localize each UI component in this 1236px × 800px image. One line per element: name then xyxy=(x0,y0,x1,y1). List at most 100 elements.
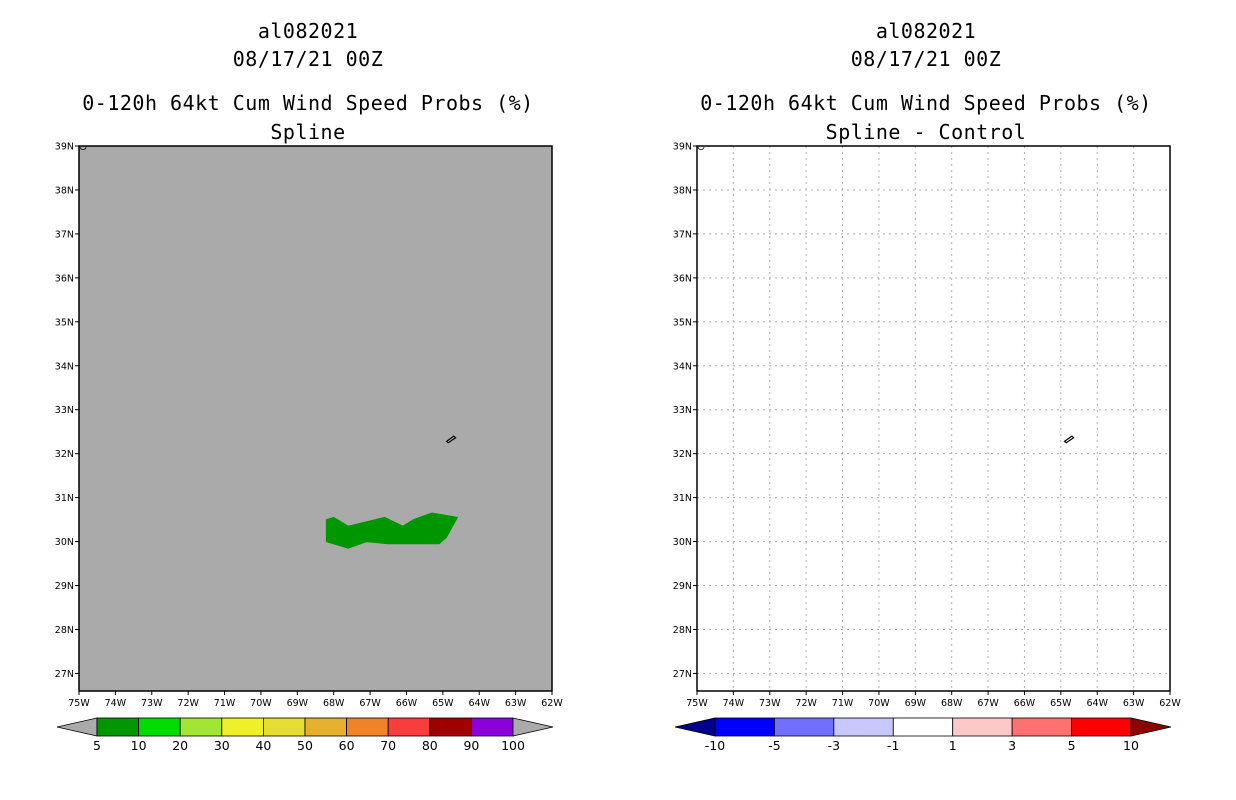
right-colorbar-box xyxy=(714,717,775,737)
left-ytick-label: 27N xyxy=(55,669,74,680)
right-ytick-label: 27N xyxy=(673,669,692,680)
right-xtick-label: 62W xyxy=(1159,698,1181,709)
right-map-background xyxy=(697,146,1170,691)
left-bermuda-outline xyxy=(445,435,457,444)
left-colorbar-label: 100 xyxy=(501,738,525,753)
right-xtick-label: 74W xyxy=(723,698,745,709)
left-probability-region-5-10 xyxy=(325,512,459,549)
left-xtick-label: 66W xyxy=(396,698,418,709)
map-corner-marker xyxy=(697,146,705,150)
left-colorbar-box xyxy=(138,717,181,737)
right-colorbar: -10 -5 -3 -1 1 3 5 10 xyxy=(674,717,1172,753)
right-colorbar-box xyxy=(892,717,954,737)
left-colorbar-box xyxy=(221,717,264,737)
left-ytick-label: 30N xyxy=(55,537,74,548)
left-colorbar-box xyxy=(470,717,514,737)
right-colorbar-label: 1 xyxy=(949,738,957,753)
right-map-frame xyxy=(696,145,1171,692)
right-ytick-label: 31N xyxy=(673,493,692,504)
left-ytick-label: 38N xyxy=(55,185,74,196)
left-colorbar-label: 30 xyxy=(214,738,230,753)
map-corner-marker xyxy=(79,146,87,150)
right-xtick-label: 65W xyxy=(1050,698,1072,709)
left-xtick-label: 68W xyxy=(323,698,345,709)
left-colorbar-box xyxy=(179,717,223,737)
left-xtick-label: 65W xyxy=(432,698,454,709)
left-ytick-label: 35N xyxy=(55,317,74,328)
left-title-method: Spline xyxy=(270,120,346,144)
right-title-product: 0-120h 64kt Cum Wind Speed Probs (%) xyxy=(700,91,1152,115)
right-ytick-label: 30N xyxy=(673,537,692,548)
right-colorbar-label: -3 xyxy=(828,738,840,753)
right-ytick-label: 28N xyxy=(673,625,692,636)
left-colorbar-end-left xyxy=(56,717,98,737)
left-colorbar-end-right xyxy=(512,717,554,737)
right-xtick-label: 63W xyxy=(1123,698,1145,709)
left-xtick-label: 69W xyxy=(287,698,309,709)
left-map-background xyxy=(79,146,552,691)
left-colorbar-box xyxy=(346,717,389,737)
left-ytick-label: 36N xyxy=(55,273,74,284)
left-map-frame xyxy=(78,145,553,692)
right-xtick-label: 67W xyxy=(977,698,999,709)
right-colorbar-box xyxy=(774,717,835,737)
right-xtick-label: 68W xyxy=(941,698,963,709)
right-map-panel: 75W 74W 73W 72W 71W 70W 69W 68W 67W 66W 65W 64W 63W 6… xyxy=(673,142,1182,754)
left-title-storm: al082021 xyxy=(257,19,359,43)
right-colorbar-box xyxy=(1011,717,1072,737)
right-xtick-label: 69W xyxy=(905,698,927,709)
right-xtick-label: 75W xyxy=(686,698,708,709)
left-ytick-label: 32N xyxy=(55,449,74,460)
left-colorbar-label: 20 xyxy=(172,738,188,753)
left-xtick-label: 73W xyxy=(141,698,163,709)
right-title-date: 08/17/21 00Z xyxy=(850,47,1002,71)
left-colorbar-label: 40 xyxy=(255,738,271,753)
right-xtick-label: 64W xyxy=(1086,698,1108,709)
right-ytick-label: 33N xyxy=(673,405,692,416)
left-xtick-label: 72W xyxy=(177,698,199,709)
left-xtick-label: 75W xyxy=(68,698,90,709)
right-xtick-label: 66W xyxy=(1014,698,1036,709)
left-colorbar-label: 70 xyxy=(380,738,396,753)
left-colorbar-label: 80 xyxy=(422,738,438,753)
left-map-panel: 75W 74W 73W 72W 71W 70W 69W 68W 67W 66W 65W 64W 63W 6… xyxy=(55,142,564,754)
right-xtick-label: 70W xyxy=(868,698,890,709)
left-colorbar-box xyxy=(262,717,306,737)
right-colorbar-label: 10 xyxy=(1123,738,1139,753)
left-title-date: 08/17/21 00Z xyxy=(232,47,384,71)
right-ytick-label: 38N xyxy=(673,185,692,196)
right-title-storm: al082021 xyxy=(875,19,977,43)
left-colorbar-box xyxy=(387,717,431,737)
left-xtick-label: 74W xyxy=(105,698,127,709)
left-colorbar-label: 5 xyxy=(93,738,101,753)
right-colorbar-end-left xyxy=(674,717,716,737)
left-ytick-label: 33N xyxy=(55,405,74,416)
left-xtick-label: 62W xyxy=(541,698,563,709)
left-colorbar: 5 10 20 30 40 50 60 70 80 90 100 xyxy=(56,717,554,753)
left-title-product: 0-120h 64kt Cum Wind Speed Probs (%) xyxy=(82,91,534,115)
left-ytick-label: 39N xyxy=(55,142,74,153)
left-ytick-label: 29N xyxy=(55,581,74,592)
right-colorbar-label: -5 xyxy=(768,738,780,753)
right-colorbar-label: 5 xyxy=(1068,738,1076,753)
left-ytick-label: 37N xyxy=(55,229,74,240)
right-ytick-label: 32N xyxy=(673,449,692,460)
left-xtick-label: 70W xyxy=(250,698,272,709)
left-colorbar-box xyxy=(96,717,139,737)
left-colorbar-label: 10 xyxy=(131,738,147,753)
left-xtick-label: 64W xyxy=(468,698,490,709)
right-bermuda-outline xyxy=(1063,435,1075,444)
left-colorbar-box xyxy=(429,717,472,737)
right-ytick-label: 39N xyxy=(673,142,692,153)
right-title-method: Spline - Control xyxy=(825,120,1027,144)
right-colorbar-box xyxy=(952,717,1013,737)
right-colorbar-label: 3 xyxy=(1008,738,1016,753)
right-xtick-label: 72W xyxy=(795,698,817,709)
right-colorbar-box xyxy=(833,717,894,737)
left-colorbar-label: 50 xyxy=(297,738,313,753)
right-ytick-label: 29N xyxy=(673,581,692,592)
right-xtick-label: 71W xyxy=(832,698,854,709)
left-xtick-label: 71W xyxy=(214,698,236,709)
left-xtick-label: 63W xyxy=(505,698,527,709)
